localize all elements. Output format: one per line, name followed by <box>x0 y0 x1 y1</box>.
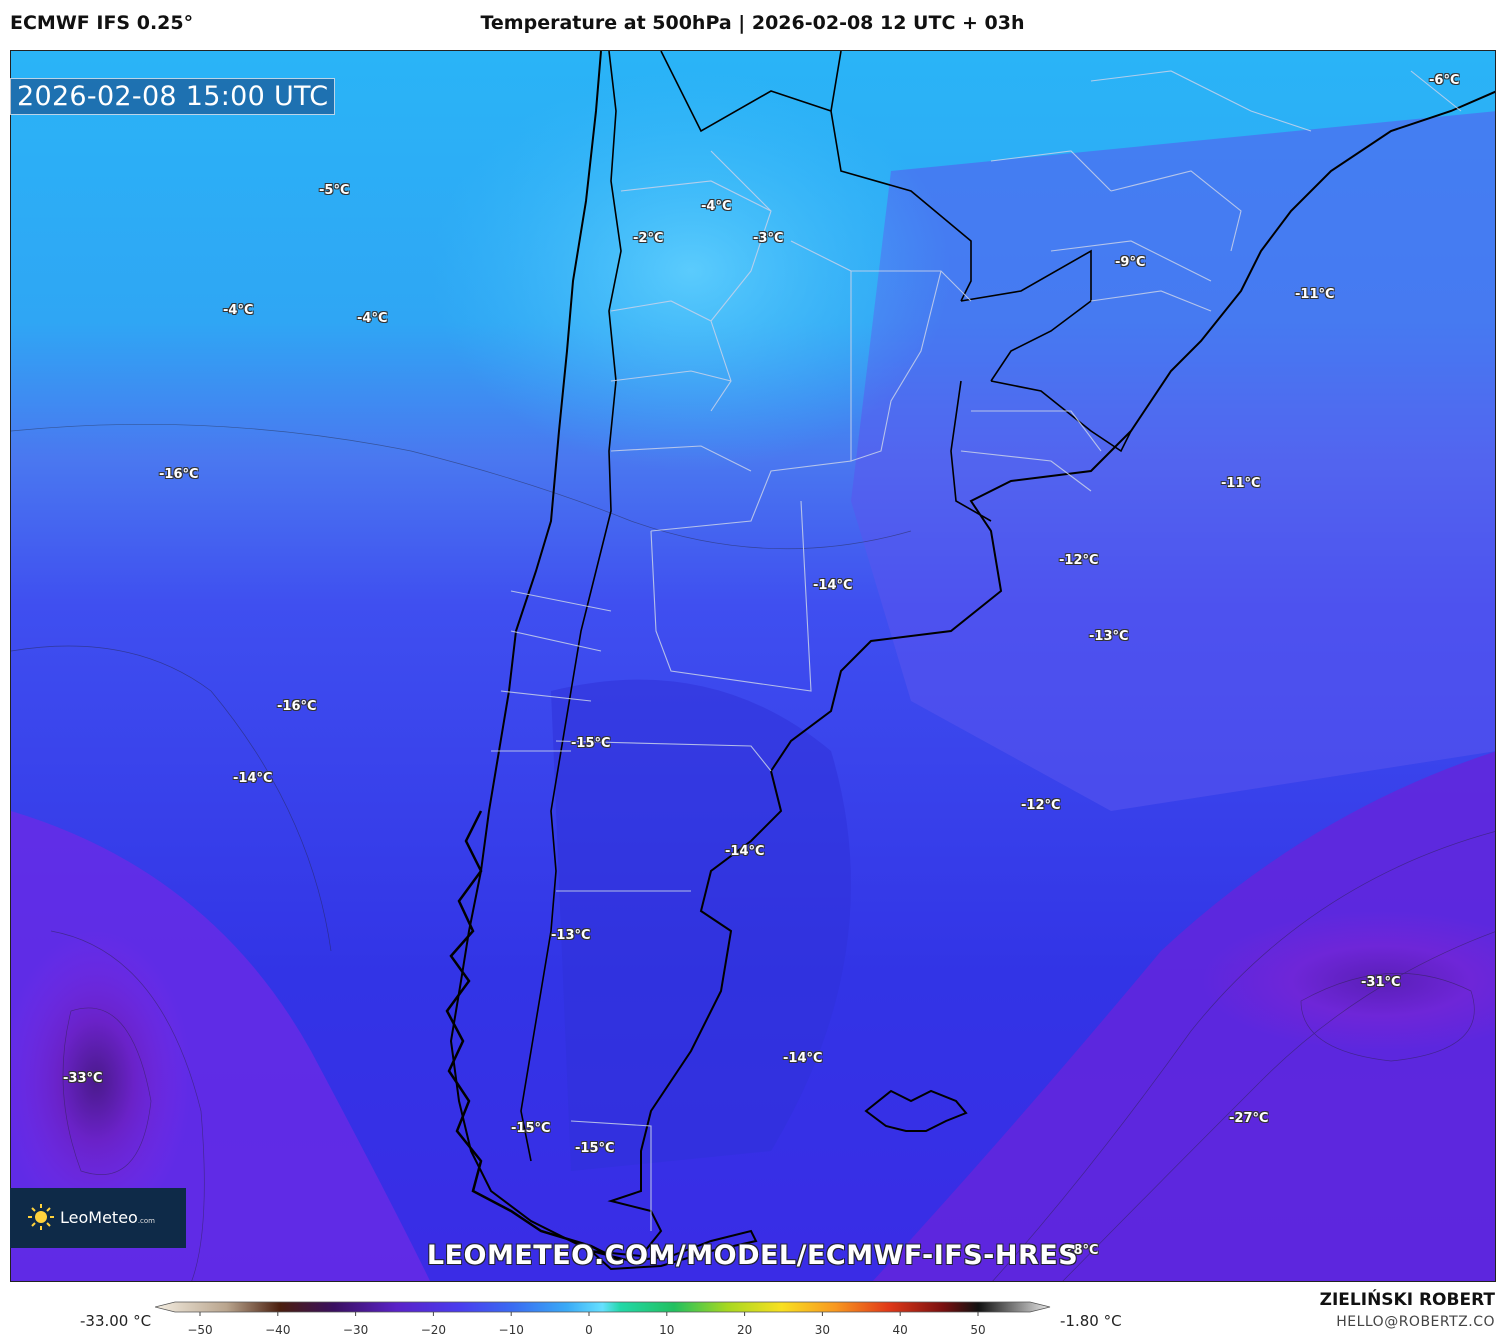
sun-icon <box>28 1204 54 1230</box>
temp-label: -14°C <box>783 1051 823 1066</box>
temp-label: -33°C <box>63 1071 103 1086</box>
temp-label: -31°C <box>1361 975 1401 990</box>
temp-label: -13°C <box>1089 629 1129 644</box>
temp-label: -11°C <box>1295 287 1335 302</box>
colorbar-tick-label: −40 <box>265 1323 290 1337</box>
colorbar: −50 −40 −30 −20 −10 0 10 20 30 40 50 <box>155 1301 1051 1337</box>
temp-label: -9°C <box>1115 255 1146 270</box>
temp-label: -15°C <box>575 1141 615 1156</box>
colorbar-tick-label: 50 <box>970 1323 985 1337</box>
temp-label: -12°C <box>1059 553 1099 568</box>
colorbar-min-label: -33.00 °C <box>80 1312 152 1330</box>
temp-label: -3°C <box>753 231 784 246</box>
temp-label: -16°C <box>277 699 317 714</box>
source-url: LEOMETEO.COM/MODEL/ECMWF-IFS-HRES <box>426 1240 1079 1271</box>
colorbar-tick-label: 30 <box>815 1323 830 1337</box>
colorbar-tick-label: −50 <box>187 1323 212 1337</box>
map-canvas <box>11 51 1495 1281</box>
colorbar-tick-label: 10 <box>659 1323 674 1337</box>
leometeo-logo: LeoMeteo.com <box>10 1188 186 1248</box>
author-name: ZIELIŃSKI ROBERT <box>1319 1290 1495 1310</box>
temp-label: -4°C <box>357 311 388 326</box>
colorbar-tick-label: −20 <box>421 1323 446 1337</box>
temp-label: -11°C <box>1221 476 1261 491</box>
valid-time-badge: 2026-02-08 15:00 UTC <box>10 78 336 115</box>
model-name: ECMWF IFS 0.25° <box>10 12 194 34</box>
temp-label: -4°C <box>701 199 732 214</box>
temp-label: -15°C <box>511 1121 551 1136</box>
temp-label: -15°C <box>571 736 611 751</box>
temp-label: -12°C <box>1021 798 1061 813</box>
temp-label: -16°C <box>159 467 199 482</box>
colorbar-tick-label: 40 <box>893 1323 908 1337</box>
colorbar-max-label: -1.80 °C <box>1060 1312 1122 1330</box>
temp-label: -14°C <box>233 771 273 786</box>
temp-label: -2°C <box>633 231 664 246</box>
logo-text: LeoMeteo.com <box>60 1208 156 1227</box>
colorbar-tick-label: 0 <box>585 1323 593 1337</box>
temp-label: -13°C <box>551 928 591 943</box>
temp-label: -27°C <box>1229 1111 1269 1126</box>
temperature-map: -6°C -5°C -4°C -2°C -3°C -4°C -4°C -9°C … <box>10 50 1496 1282</box>
colorbar-tick-label: 20 <box>737 1323 752 1337</box>
temp-label: -28°C <box>1059 1243 1099 1258</box>
temp-label: -6°C <box>1429 73 1460 88</box>
map-title: Temperature at 500hPa | 2026-02-08 12 UT… <box>480 12 1025 34</box>
author-email: HELLO@ROBERTZ.CO <box>1336 1314 1495 1330</box>
temp-label: -4°C <box>223 303 254 318</box>
colorbar-tick-label: −10 <box>499 1323 524 1337</box>
colorbar-tick-label: −30 <box>343 1323 368 1337</box>
temp-label: -14°C <box>725 844 765 859</box>
temp-label: -5°C <box>319 183 350 198</box>
temp-label: -14°C <box>813 578 853 593</box>
